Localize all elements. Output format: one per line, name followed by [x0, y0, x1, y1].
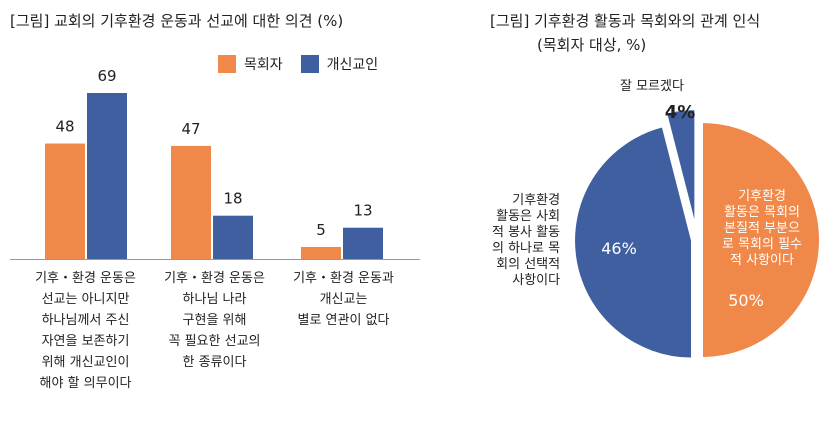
category-label-3: 기후・환경 운동과 개신교는 별로 연관이 없다	[276, 268, 411, 331]
pie-slice-label-optional-line: 사항이다	[512, 273, 561, 288]
bar-protestant-2	[213, 215, 253, 259]
pie-slice-label-essential-line: 기후환경	[738, 189, 786, 204]
pie-slice-dont-know	[664, 108, 697, 228]
category-label-2-line: 꼭 필요한 선교의	[168, 334, 261, 349]
pie-chart-subtitle: (목회자 대상, %)	[537, 36, 647, 54]
bar-protestant-3	[343, 227, 383, 259]
bar-pastor-1	[45, 143, 85, 259]
pie-slice-label-essential-line: 본질적 부분으	[724, 221, 800, 236]
bar-value-label: 5	[316, 221, 326, 239]
pie-chart-panel: [그림] 기후환경 활동과 목회와의 관계 인식 (목회자 대상, %) 50%…	[440, 0, 835, 430]
legend-label-pastor: 목회자	[244, 57, 283, 73]
bar-value-label: 48	[55, 118, 74, 136]
pie-slice-label-essential-line: 적 사항이다	[730, 253, 794, 268]
bar-pastor-2	[171, 145, 211, 259]
bar-protestant-1	[87, 93, 127, 259]
category-label-2: 기후・환경 운동은 하나님 나라 구현을 위해 꼭 필요한 선교의 한 종류이다	[147, 268, 282, 373]
category-label-1-line: 기후・환경 운동은	[35, 271, 136, 286]
pie-value-label-dont-know: 4%	[665, 102, 696, 123]
pie-chart-plot: 50% 46% 4%	[573, 102, 821, 360]
bar-value-label: 13	[353, 202, 372, 220]
pie-slice-label-essential-line: 로 목회의 필수	[721, 237, 803, 252]
category-label-1-line: 자연을 보존하기	[41, 334, 130, 349]
pie-slice-label-essential-line: 활동은 목회의	[724, 205, 800, 220]
legend-swatch-protestant	[300, 55, 319, 73]
bar-value-label: 69	[97, 67, 116, 85]
pie-slice-label-optional-line: 의 하나로 목	[492, 241, 561, 256]
pie-slice-label-optional: 기후환경 활동은 사회 적 봉사 활동 의 하나로 목 회의 선택적 사항이다	[492, 193, 560, 289]
bar-value-label: 18	[223, 190, 242, 208]
pie-value-label-essential: 50%	[728, 291, 764, 310]
pie-slice-label-optional-line: 기후환경	[512, 193, 561, 208]
category-label-1-line: 하나님께서 주신	[41, 313, 130, 328]
bar-chart-panel: [그림] 교회의 기후환경 운동과 선교에 대한 의견 (%) 목회자 개신교인…	[10, 12, 420, 394]
category-label-2-line: 구현을 위해	[182, 313, 247, 328]
pie-slice-label-dont-know: 잘 모르겠다	[620, 79, 684, 94]
legend-item-pastor: 목회자	[218, 54, 283, 74]
bar-chart-plot: 48 69 47 18 5 13	[10, 67, 420, 260]
pie-slice-label-optional-line: 적 봉사 활동	[492, 225, 561, 240]
legend-item-protestant: 개신교인	[300, 54, 379, 74]
category-label-1-line: 위해 개신교인이	[41, 355, 130, 370]
legend-swatch-pastor	[218, 55, 236, 73]
category-label-1-line: 해야 할 의무이다	[39, 376, 132, 391]
pie-slice-label-essential: 기후환경 활동은 목회의 본질적 부분으 로 목회의 필수 적 사항이다	[702, 189, 822, 269]
pie-slice-label-optional-line: 활동은 사회	[496, 209, 561, 224]
bar-value-label: 47	[181, 120, 200, 138]
pie-slice-essential	[701, 120, 821, 360]
pie-chart-title: [그림] 기후환경 활동과 목회와의 관계 인식	[490, 12, 761, 30]
legend-label-protestant: 개신교인	[326, 57, 379, 73]
pie-value-label-optional: 46%	[601, 239, 637, 258]
bar-pastor-3	[301, 246, 341, 259]
category-label-2-line: 기후・환경 운동은	[164, 271, 265, 286]
category-label-2-line: 한 종류이다	[182, 355, 247, 370]
category-label-1: 기후・환경 운동은 선교는 아니지만 하나님께서 주신 자연을 보존하기 위해 …	[18, 268, 153, 394]
bar-chart-title: [그림] 교회의 기후환경 운동과 선교에 대한 의견 (%)	[10, 12, 344, 30]
category-label-3-line: 별로 연관이 없다	[297, 313, 390, 328]
pie-slice-optional	[573, 125, 694, 360]
category-label-3-line: 개신교는	[319, 292, 368, 307]
category-label-2-line: 하나님 나라	[182, 292, 247, 307]
category-label-1-line: 선교는 아니지만	[41, 292, 130, 307]
bar-chart-legend: 목회자 개신교인	[218, 54, 396, 74]
category-label-3-line: 기후・환경 운동과	[293, 271, 394, 286]
pie-slice-label-optional-line: 회의 선택적	[496, 257, 561, 272]
